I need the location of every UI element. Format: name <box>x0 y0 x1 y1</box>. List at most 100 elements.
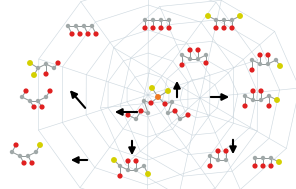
Point <box>251 98 255 101</box>
Point <box>36 67 40 70</box>
Point <box>133 168 138 171</box>
Point <box>44 63 48 66</box>
Point <box>151 19 155 22</box>
Point <box>267 94 271 98</box>
Point <box>18 154 22 157</box>
Point <box>167 26 171 29</box>
Point <box>141 99 146 102</box>
Point <box>159 19 163 22</box>
Point <box>20 95 24 98</box>
Point <box>14 143 18 146</box>
Point <box>151 26 155 29</box>
Point <box>141 164 146 167</box>
Point <box>269 164 274 167</box>
Point <box>258 63 262 66</box>
Point <box>78 33 82 36</box>
Point <box>207 164 212 167</box>
Point <box>224 149 229 153</box>
Point <box>274 58 278 61</box>
Point <box>28 99 32 102</box>
Point <box>143 26 147 29</box>
Point <box>166 89 170 92</box>
Point <box>252 164 257 167</box>
Point <box>34 150 38 153</box>
Point <box>139 109 143 112</box>
Point <box>266 63 270 66</box>
Point <box>180 53 184 57</box>
Point <box>159 26 163 29</box>
Point <box>150 87 155 90</box>
Point <box>230 19 234 22</box>
Point <box>230 26 234 29</box>
Point <box>214 19 218 22</box>
Point <box>196 57 200 60</box>
Point <box>86 33 90 36</box>
Point <box>32 105 36 108</box>
Point <box>278 64 282 67</box>
Point <box>204 53 208 57</box>
Point <box>215 159 220 162</box>
Point <box>143 19 147 22</box>
Point <box>94 33 98 36</box>
Point <box>267 105 271 108</box>
Point <box>156 95 160 98</box>
Point <box>70 33 74 36</box>
Point <box>44 73 48 76</box>
Point <box>112 159 116 162</box>
Point <box>56 61 60 64</box>
Point <box>133 118 138 121</box>
Point <box>188 49 192 52</box>
Point <box>32 74 36 77</box>
Point <box>40 105 44 108</box>
Point <box>66 25 70 28</box>
Point <box>222 26 226 29</box>
Point <box>222 19 226 22</box>
Point <box>180 64 184 67</box>
Point <box>38 143 42 146</box>
Point <box>44 95 48 98</box>
Point <box>118 164 122 167</box>
Point <box>26 154 30 157</box>
Point <box>82 25 86 28</box>
Point <box>149 101 153 105</box>
Point <box>163 102 167 105</box>
Point <box>215 149 220 153</box>
Point <box>167 19 171 22</box>
Point <box>90 25 94 28</box>
Point <box>252 156 257 160</box>
Point <box>126 168 130 171</box>
Point <box>204 61 208 64</box>
Point <box>22 161 26 164</box>
Point <box>188 57 192 60</box>
Point <box>259 98 263 101</box>
Point <box>126 113 130 116</box>
Point <box>269 156 274 160</box>
Point <box>28 61 32 64</box>
Point <box>166 112 170 115</box>
Point <box>74 25 78 28</box>
Point <box>275 98 279 101</box>
Point <box>259 89 263 92</box>
Point <box>207 154 212 157</box>
Point <box>36 99 40 102</box>
Point <box>133 160 138 163</box>
Point <box>261 156 266 160</box>
Point <box>30 161 34 164</box>
Point <box>214 26 218 29</box>
Point <box>10 150 15 153</box>
Point <box>170 101 174 104</box>
Point <box>250 68 254 71</box>
Point <box>146 112 150 115</box>
Point <box>277 160 281 163</box>
Point <box>196 49 200 52</box>
Point <box>146 173 150 176</box>
Point <box>178 118 182 121</box>
Point <box>118 174 122 177</box>
Point <box>126 160 130 163</box>
Point <box>243 105 247 108</box>
Point <box>24 89 28 92</box>
Point <box>48 89 52 92</box>
Point <box>251 89 255 92</box>
Point <box>173 109 177 112</box>
Point <box>238 15 242 18</box>
